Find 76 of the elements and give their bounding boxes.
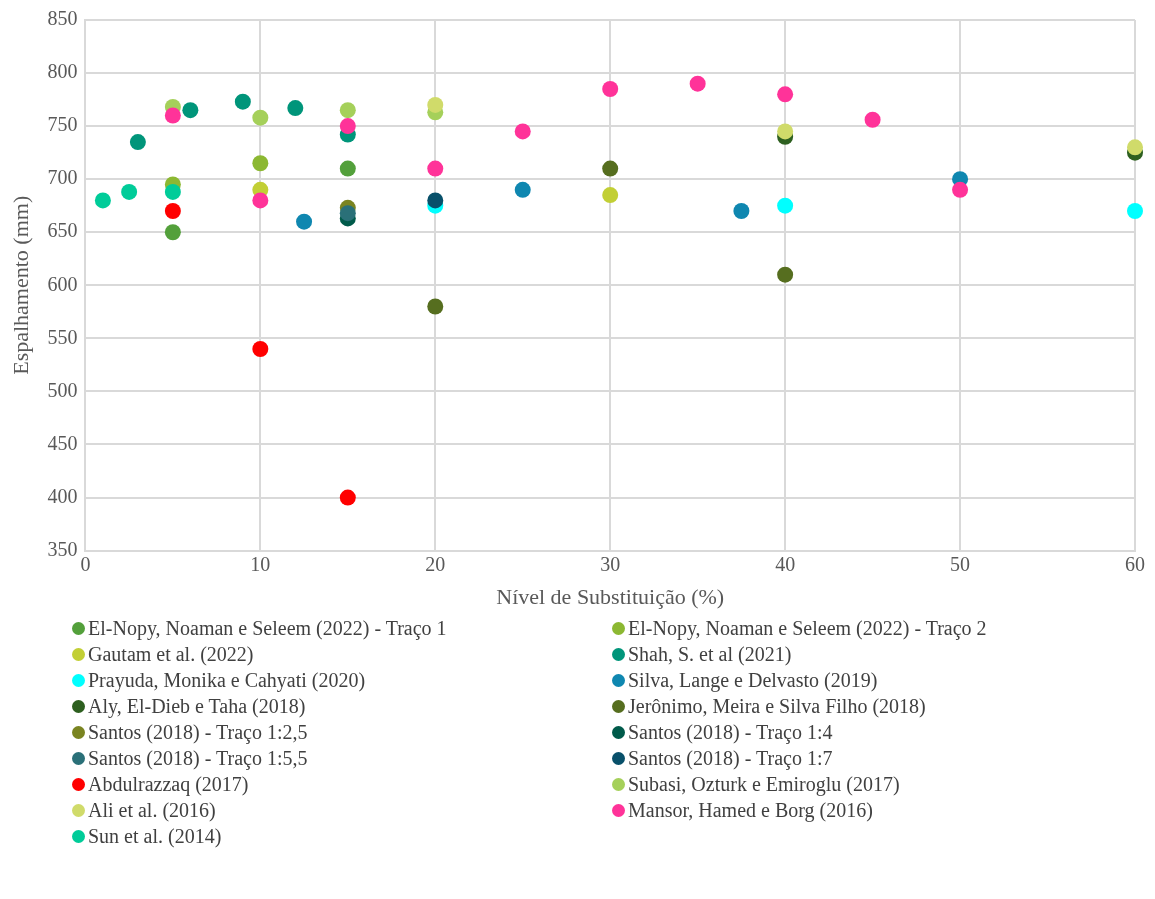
- y-tick-label: 550: [47, 325, 78, 348]
- legend-label: Santos (2018) - Traço 1:4: [628, 720, 833, 745]
- y-tick-label: 350: [47, 537, 78, 560]
- y-tick-label: 400: [47, 484, 78, 507]
- point: [339, 160, 356, 177]
- y-tick-label: 850: [47, 7, 78, 30]
- y-tick-label: 650: [47, 219, 78, 242]
- point: [952, 181, 969, 198]
- y-axis-title: Espalhamento (mm): [7, 195, 33, 375]
- legend-label: Ali et al. (2016): [88, 798, 216, 823]
- point: [602, 80, 619, 97]
- point: [164, 107, 181, 124]
- point: [602, 187, 619, 204]
- point: [164, 224, 181, 241]
- point: [339, 205, 356, 222]
- point: [777, 86, 794, 103]
- point: [602, 160, 619, 177]
- legend-label: Jerônimo, Meira e Silva Filho (2018): [628, 694, 926, 719]
- legend-label: Silva, Lange e Delvasto (2019): [628, 668, 878, 693]
- legend-label: Aly, El-Dieb e Taha (2018): [88, 694, 306, 719]
- point: [129, 134, 146, 151]
- point: [121, 183, 138, 200]
- point: [777, 266, 794, 283]
- point: [733, 203, 750, 220]
- y-tick-label: 500: [47, 378, 78, 401]
- legend-label: Sun et al. (2014): [88, 824, 222, 849]
- point: [514, 181, 531, 198]
- point: [182, 102, 199, 119]
- point: [1127, 139, 1143, 156]
- x-axis-title: Nível de Substituição (%): [496, 583, 725, 609]
- point: [777, 123, 794, 140]
- x-tick-label: 10: [250, 552, 271, 575]
- point: [339, 489, 356, 506]
- point: [252, 155, 269, 172]
- point: [864, 111, 881, 128]
- point: [427, 192, 444, 209]
- point: [339, 102, 356, 119]
- point: [514, 123, 531, 140]
- legend-label: El-Nopy, Noaman e Seleem (2022) - Traço 2: [628, 616, 987, 641]
- x-tick-label: 20: [425, 552, 446, 575]
- point: [777, 197, 794, 214]
- legend-label: Mansor, Hamed e Borg (2016): [628, 798, 873, 823]
- x-tick-label: 50: [950, 552, 971, 575]
- point: [427, 298, 444, 315]
- x-tick-label: 40: [775, 552, 796, 575]
- point: [296, 213, 313, 230]
- legend-label: Prayuda, Monika e Cahyati (2020): [88, 668, 366, 693]
- x-tick-label: 60: [1125, 552, 1145, 575]
- point: [427, 96, 444, 113]
- y-tick-label: 700: [47, 166, 78, 189]
- legend-label: Abdulrazzaq (2017): [88, 772, 249, 797]
- legend-label: Shah, S. et al (2021): [628, 642, 792, 667]
- legend-label: El-Nopy, Noaman e Seleem (2022) - Traço 1: [88, 616, 447, 641]
- point: [164, 183, 181, 200]
- point: [252, 192, 269, 209]
- point: [287, 100, 304, 117]
- x-tick-label: 0: [80, 552, 91, 575]
- y-tick-label: 750: [47, 113, 78, 136]
- y-tick-label: 600: [47, 272, 78, 295]
- point: [1127, 203, 1143, 220]
- point: [234, 93, 251, 110]
- point: [689, 75, 706, 92]
- legend-label: Santos (2018) - Traço 1:7: [628, 746, 833, 771]
- point: [252, 340, 269, 357]
- point: [252, 109, 269, 126]
- point: [164, 203, 181, 220]
- point: [339, 118, 356, 135]
- point: [427, 160, 444, 177]
- point: [94, 192, 111, 209]
- y-tick-label: 800: [47, 60, 78, 83]
- legend-label: Santos (2018) - Traço 1:5,5: [88, 746, 308, 771]
- x-tick-label: 30: [600, 552, 621, 575]
- legend-label: Santos (2018) - Traço 1:2,5: [88, 720, 308, 745]
- legend-label: Gautam et al. (2022): [88, 642, 254, 667]
- legend-label: Subasi, Ozturk e Emiroglu (2017): [628, 772, 900, 797]
- y-tick-label: 450: [47, 431, 78, 454]
